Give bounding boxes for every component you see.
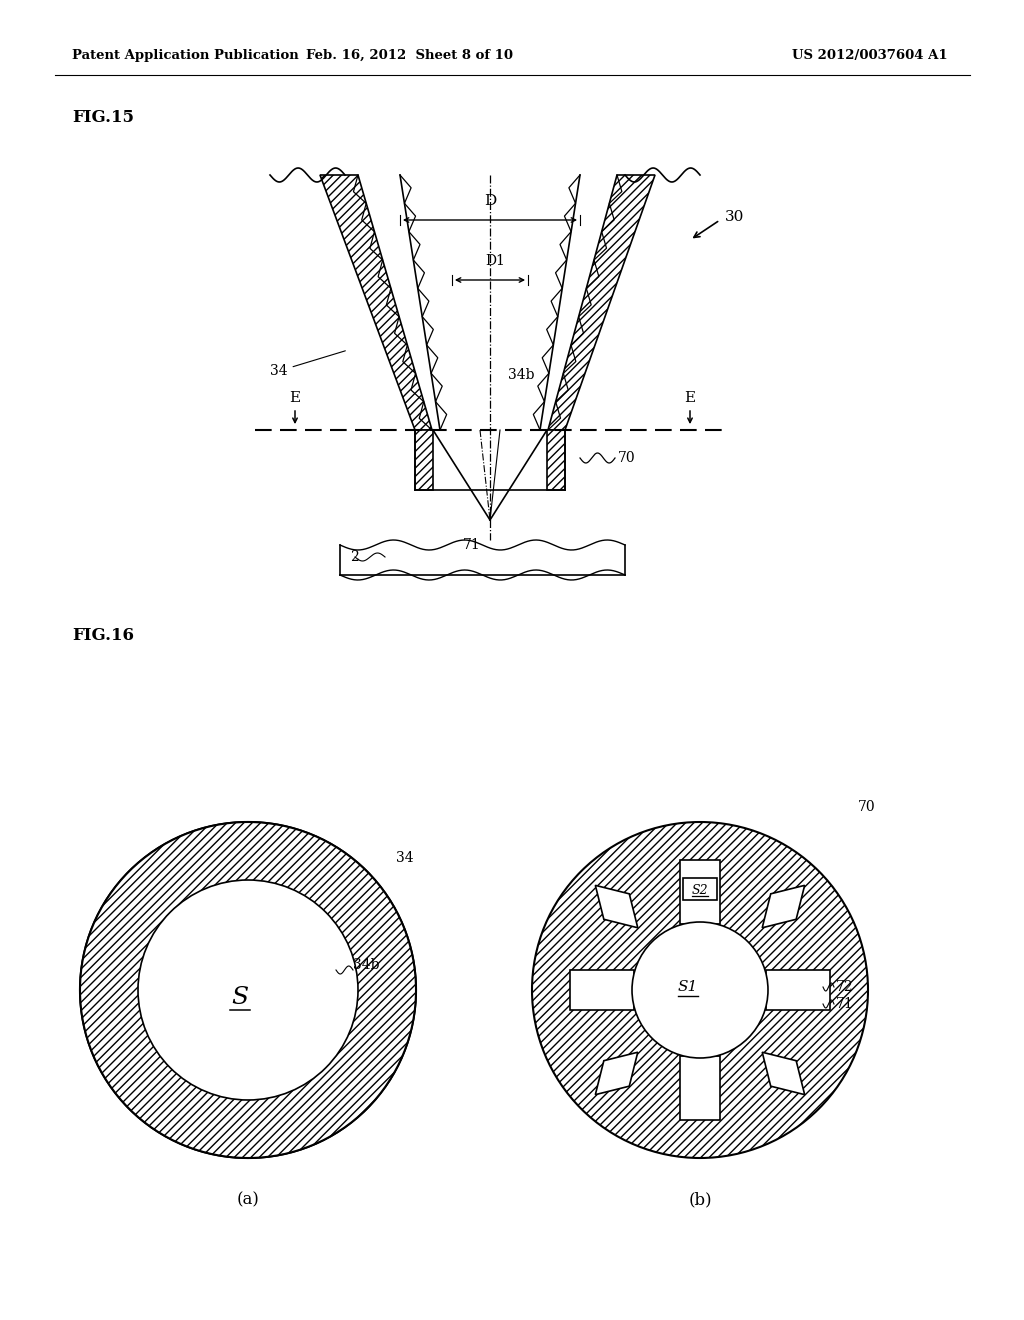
Circle shape: [80, 822, 416, 1158]
Text: (a): (a): [237, 1192, 259, 1209]
Text: 34b: 34b: [353, 958, 380, 972]
Bar: [680, 861, 720, 924]
Text: FIG.15: FIG.15: [72, 110, 134, 127]
Text: 34: 34: [396, 851, 414, 865]
Polygon shape: [547, 430, 565, 490]
Text: E: E: [684, 391, 695, 405]
Polygon shape: [319, 176, 432, 430]
Text: (b): (b): [688, 1192, 712, 1209]
Polygon shape: [548, 176, 655, 430]
Polygon shape: [762, 1052, 805, 1094]
Circle shape: [532, 822, 868, 1158]
Text: 72: 72: [836, 979, 854, 994]
Bar: [766, 970, 830, 1010]
Text: S2: S2: [691, 883, 709, 896]
Polygon shape: [595, 1052, 638, 1094]
Text: 70: 70: [618, 451, 636, 465]
Polygon shape: [762, 886, 805, 928]
Text: Patent Application Publication: Patent Application Publication: [72, 49, 299, 62]
Text: US 2012/0037604 A1: US 2012/0037604 A1: [793, 49, 948, 62]
Text: D1: D1: [485, 253, 505, 268]
Text: FIG.16: FIG.16: [72, 627, 134, 644]
Bar: [570, 970, 634, 1010]
Text: S1: S1: [678, 979, 698, 994]
Text: E: E: [290, 391, 301, 405]
Text: 70: 70: [858, 800, 876, 814]
Circle shape: [632, 921, 768, 1059]
Circle shape: [138, 880, 358, 1100]
Polygon shape: [595, 886, 638, 928]
Bar: [683, 878, 717, 900]
Text: 71: 71: [463, 539, 481, 552]
Text: 34b: 34b: [508, 368, 535, 381]
Text: S: S: [231, 986, 249, 1010]
Text: 2: 2: [350, 550, 358, 564]
Text: 34: 34: [270, 351, 345, 378]
Text: Feb. 16, 2012  Sheet 8 of 10: Feb. 16, 2012 Sheet 8 of 10: [306, 49, 513, 62]
Bar: [680, 1056, 720, 1119]
Polygon shape: [415, 430, 433, 490]
Text: D: D: [484, 194, 496, 209]
Text: 71: 71: [836, 997, 854, 1011]
Text: 30: 30: [725, 210, 744, 224]
